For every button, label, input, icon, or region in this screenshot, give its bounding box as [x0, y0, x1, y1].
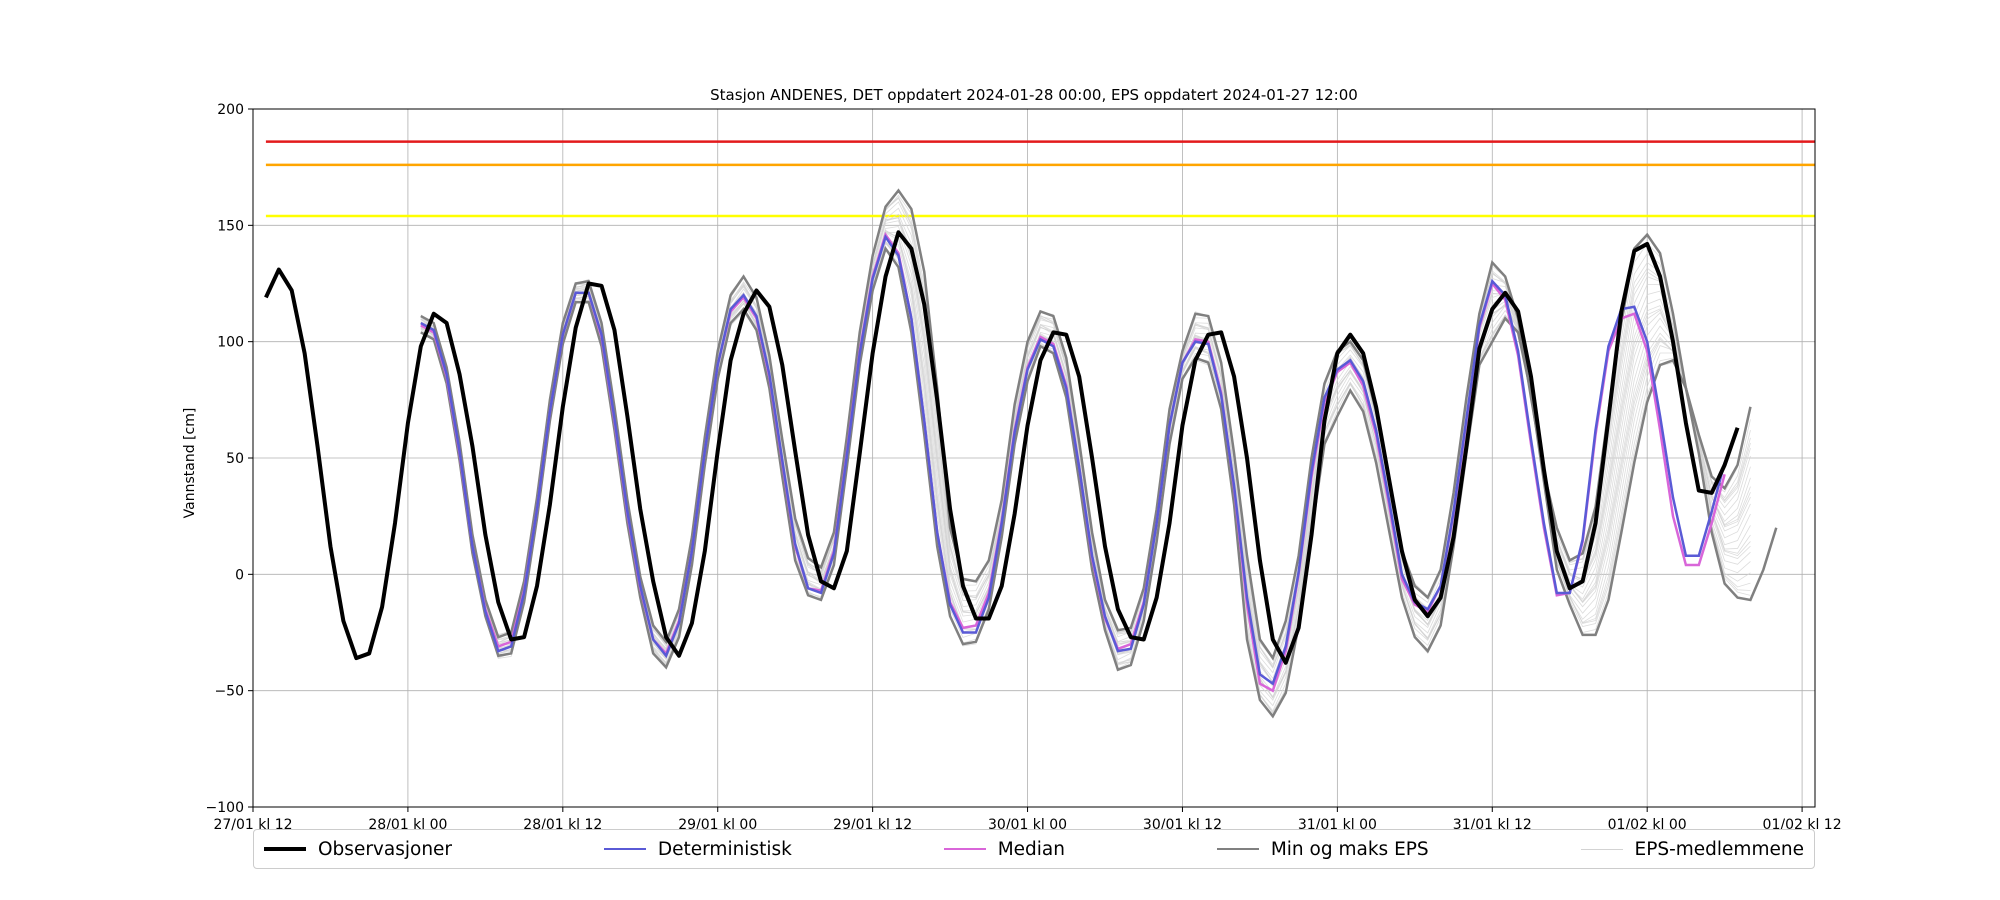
y-tick-label: 50	[226, 451, 244, 467]
eps-member-line	[420, 201, 1751, 668]
median-line	[420, 231, 1726, 693]
grid	[252, 108, 1815, 808]
observations-line	[264, 230, 1740, 665]
y-axis-ticks: 200 150 100 50 0 −50 −100	[206, 102, 253, 816]
legend-swatch-deterministisk	[603, 848, 646, 850]
y-tick-label: −50	[214, 684, 244, 700]
eps-min-line	[420, 245, 1778, 719]
y-axis-label: Vannstand [cm]	[182, 408, 198, 519]
eps-member-line	[420, 197, 1751, 666]
legend-swatch-eps-medlemmene	[1580, 848, 1623, 850]
legend-swatch-min-maks-eps	[1216, 848, 1259, 850]
legend-item-observasjoner: Observasjoner	[264, 839, 452, 860]
eps-member-line	[420, 197, 1751, 669]
legend-label-min-maks-eps: Min og maks EPS	[1270, 838, 1429, 860]
legend: Observasjoner Deterministisk Median Min …	[253, 829, 1815, 869]
legend-item-median: Median	[943, 838, 1065, 860]
legend-swatch-median	[943, 848, 986, 850]
eps-member-line	[420, 207, 1751, 669]
legend-item-min-maks-eps: Min og maks EPS	[1216, 838, 1429, 860]
legend-item-eps-medlemmene: EPS-medlemmene	[1580, 838, 1804, 860]
legend-label-observasjoner: Observasjoner	[318, 838, 453, 860]
y-tick-label: 150	[217, 218, 244, 234]
eps-max-line	[420, 188, 1752, 661]
eps-member-line	[420, 197, 1751, 669]
legend-label-median: Median	[997, 838, 1065, 860]
legend-label-deterministisk: Deterministisk	[657, 838, 792, 860]
y-tick-label: 0	[235, 567, 244, 583]
chart-title: Stasjon ANDENES, DET oppdatert 2024-01-2…	[710, 86, 1358, 104]
legend-item-deterministisk: Deterministisk	[603, 838, 792, 860]
y-tick-label: 100	[217, 335, 244, 351]
legend-label-eps-medlemmene: EPS-medlemmene	[1634, 838, 1804, 860]
legend-swatch-observasjoner	[264, 847, 306, 851]
series-lines	[264, 188, 1778, 719]
deterministic-line	[420, 234, 1726, 686]
threshold-lines	[265, 140, 1815, 218]
y-tick-label: −100	[206, 800, 244, 816]
y-tick-label: 200	[217, 102, 244, 118]
